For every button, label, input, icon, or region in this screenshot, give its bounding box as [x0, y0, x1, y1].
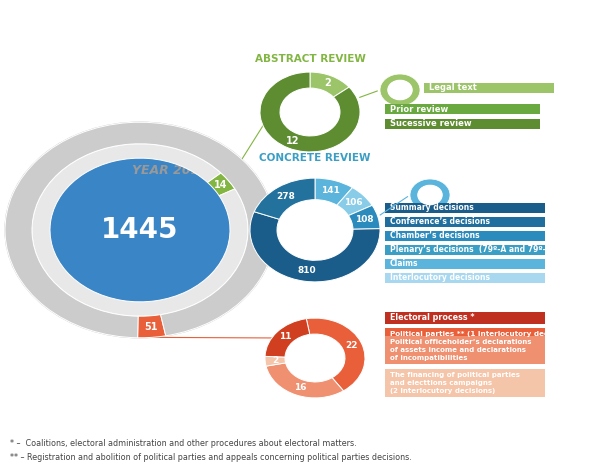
Text: * –  Coalitions, electoral administration and other procedures about electoral m: * – Coalitions, electoral administration…	[10, 439, 356, 447]
Text: 12: 12	[286, 136, 299, 146]
Text: of incompatibilities: of incompatibilities	[390, 355, 467, 361]
Text: ABSTRACT REVIEW: ABSTRACT REVIEW	[254, 54, 365, 64]
Wedge shape	[32, 144, 248, 316]
Circle shape	[32, 144, 248, 316]
Text: 1445: 1445	[101, 216, 179, 244]
Text: 11: 11	[278, 333, 291, 341]
Text: 108: 108	[355, 215, 374, 224]
Text: Political parties ** (1 Interlocutory decision): Political parties ** (1 Interlocutory de…	[390, 331, 571, 337]
Text: 16: 16	[294, 383, 306, 392]
Text: (2 Interlocutory decisions): (2 Interlocutory decisions)	[390, 388, 495, 394]
Wedge shape	[315, 178, 352, 205]
Text: Claims: Claims	[390, 260, 418, 268]
FancyBboxPatch shape	[385, 328, 545, 340]
Circle shape	[388, 81, 412, 99]
Circle shape	[50, 158, 230, 302]
FancyBboxPatch shape	[424, 83, 554, 93]
FancyBboxPatch shape	[385, 312, 545, 324]
FancyBboxPatch shape	[385, 259, 545, 269]
Text: 2: 2	[272, 356, 278, 365]
Wedge shape	[306, 318, 365, 391]
Text: 2: 2	[427, 190, 433, 200]
Text: 810: 810	[297, 266, 316, 275]
Wedge shape	[380, 74, 420, 106]
FancyBboxPatch shape	[385, 104, 540, 114]
FancyBboxPatch shape	[385, 217, 545, 227]
Wedge shape	[5, 122, 275, 338]
Text: 2: 2	[397, 86, 403, 95]
FancyBboxPatch shape	[385, 336, 545, 364]
FancyBboxPatch shape	[385, 245, 545, 255]
Text: Electoral process *: Electoral process *	[390, 314, 474, 323]
Wedge shape	[137, 315, 166, 338]
Text: 141: 141	[321, 187, 340, 195]
Text: Interlocutory decisions: Interlocutory decisions	[390, 274, 490, 283]
Text: 106: 106	[344, 198, 363, 207]
Text: YEAR 2015: YEAR 2015	[132, 163, 208, 177]
Text: Plenary’s decisions  (79º-A and 79º-D): Plenary’s decisions (79º-A and 79º-D)	[390, 245, 556, 254]
Wedge shape	[250, 211, 380, 282]
Circle shape	[5, 122, 275, 338]
Text: Summary decisions: Summary decisions	[390, 203, 474, 212]
Wedge shape	[266, 363, 343, 398]
Text: and electtions campaigns: and electtions campaigns	[390, 380, 492, 386]
FancyBboxPatch shape	[385, 369, 545, 397]
Text: Sucessive review: Sucessive review	[390, 120, 471, 129]
Wedge shape	[310, 72, 349, 97]
Circle shape	[418, 186, 442, 204]
Text: 22: 22	[346, 341, 358, 350]
Text: 51: 51	[144, 322, 158, 332]
Text: Chamber’s decisions: Chamber’s decisions	[390, 232, 480, 241]
FancyBboxPatch shape	[385, 231, 545, 241]
Wedge shape	[349, 205, 380, 229]
FancyBboxPatch shape	[385, 119, 540, 129]
Text: Total:
1510: Total: 1510	[18, 219, 53, 241]
Wedge shape	[208, 173, 235, 196]
Wedge shape	[265, 357, 286, 366]
Text: 2: 2	[324, 78, 331, 88]
Text: Conference’s decisions: Conference’s decisions	[390, 218, 490, 227]
Wedge shape	[260, 72, 360, 152]
Text: Legal text: Legal text	[429, 83, 477, 92]
FancyBboxPatch shape	[385, 273, 545, 283]
Text: of assets income and declarations: of assets income and declarations	[390, 347, 526, 353]
Wedge shape	[410, 179, 450, 211]
Text: 278: 278	[276, 192, 295, 201]
Wedge shape	[265, 319, 310, 357]
FancyBboxPatch shape	[385, 203, 545, 213]
Text: 14: 14	[214, 179, 228, 190]
Text: Prior review: Prior review	[390, 105, 448, 114]
Wedge shape	[254, 178, 315, 219]
Text: Political officeholder’s declarations: Political officeholder’s declarations	[390, 339, 532, 345]
Wedge shape	[337, 187, 372, 216]
Text: CONCRETE REVIEW: CONCRETE REVIEW	[259, 153, 371, 163]
Text: The financing of political parties: The financing of political parties	[390, 372, 520, 378]
Text: ** – Registration and abolition of political parties and appeals concerning poli: ** – Registration and abolition of polit…	[10, 454, 412, 463]
